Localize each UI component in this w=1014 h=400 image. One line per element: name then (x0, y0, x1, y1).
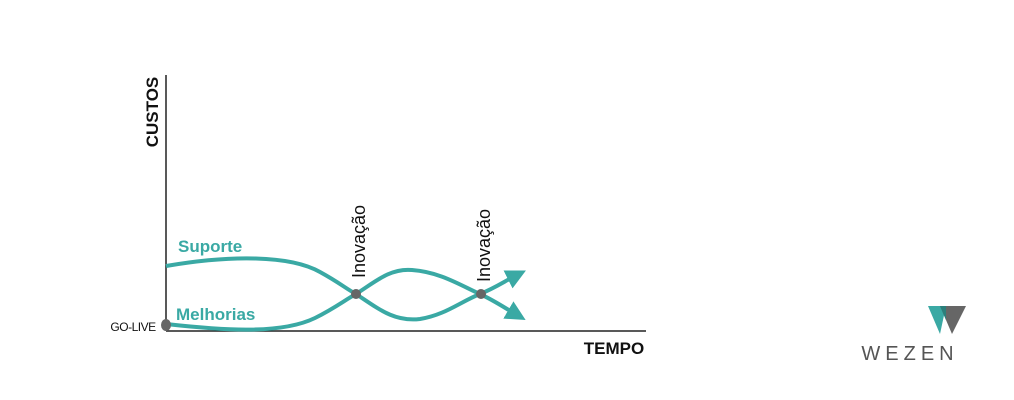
curve-label: Suporte (178, 237, 242, 256)
milestone-point (476, 289, 486, 299)
origin-point (161, 319, 171, 331)
y-axis-label: CUSTOS (143, 77, 162, 148)
curve-label: Melhorias (176, 305, 255, 324)
milestone-label: Inovação (349, 205, 369, 278)
milestone-point (351, 289, 361, 299)
x-axis-label: TEMPO (584, 339, 644, 358)
logo-text: WEZEN (861, 343, 958, 365)
milestone-label: Inovação (474, 209, 494, 282)
logo-icon (928, 306, 966, 334)
origin-label: GO-LIVE (110, 320, 156, 334)
